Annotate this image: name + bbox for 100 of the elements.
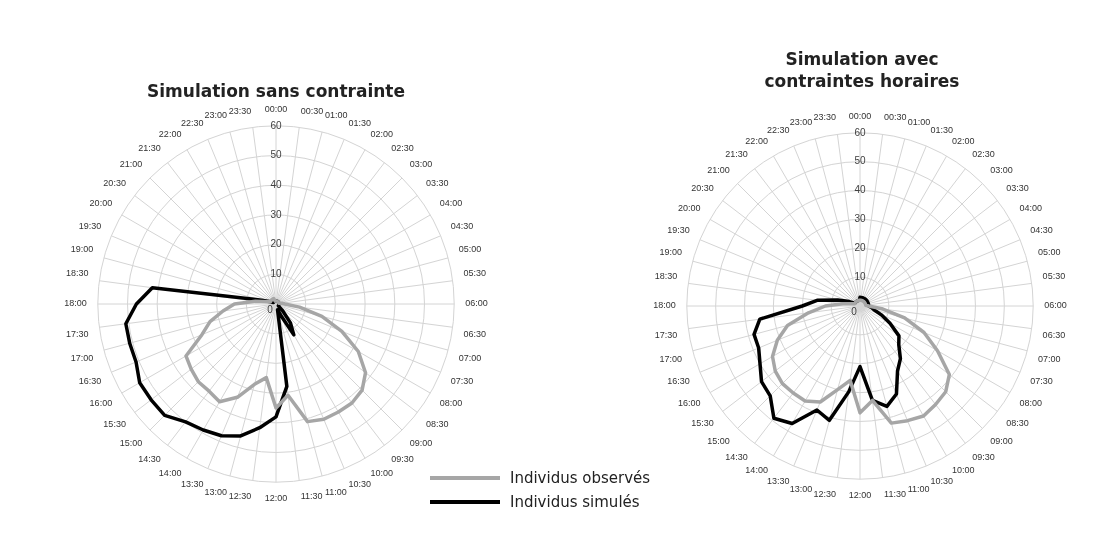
spoke-label: 14:00: [158, 467, 182, 478]
spoke-label: 15:30: [103, 419, 126, 430]
spoke-label: 20:00: [677, 202, 701, 213]
spoke-label: 17:00: [70, 352, 94, 363]
spoke-label: 20:30: [691, 182, 714, 193]
spoke-label: 01:30: [930, 124, 954, 135]
spoke-label: 12:30: [228, 491, 252, 502]
spoke-label: 01:00: [324, 110, 348, 121]
spoke-label: 02:30: [391, 142, 414, 153]
spoke-label: 08:30: [1006, 418, 1029, 429]
chart-title: Simulation avec contraintes horaires: [763, 48, 961, 92]
chart-title: Simulation sans contrainte: [146, 80, 406, 102]
spoke-label: 15:00: [707, 436, 730, 447]
spoke-label: 12:30: [813, 488, 836, 499]
spoke-label: 07:00: [458, 352, 482, 363]
spoke-label: 20:30: [103, 177, 126, 188]
spoke-label: 22:00: [158, 129, 182, 140]
spoke-label: 19:30: [78, 220, 102, 231]
spoke-label: 07:30: [1030, 376, 1053, 387]
spoke-label: 03:00: [990, 164, 1013, 175]
y-tick-label: 20: [270, 238, 282, 250]
spoke-label: 02:30: [972, 148, 995, 159]
spoke-label: 08:00: [439, 398, 463, 409]
spoke-label: 13:30: [766, 476, 790, 487]
spoke-label: 17:00: [659, 353, 683, 364]
spoke-label: 15:00: [119, 437, 143, 448]
spoke-label: 00:00: [848, 110, 872, 121]
y-tick-label: 50: [854, 155, 866, 167]
spoke-label: 23:00: [789, 117, 813, 128]
spoke-label: 20:00: [89, 198, 113, 209]
spoke-label: 14:00: [745, 465, 768, 476]
spoke-label: 13:30: [181, 478, 204, 489]
legend-label: Individus observés: [510, 469, 651, 487]
spoke-label: 17:30: [654, 329, 678, 340]
spoke-label: 18:00: [64, 298, 87, 309]
y-tick-label: 60: [854, 126, 866, 138]
y-tick-label: 10: [270, 268, 282, 280]
spoke-label: 19:00: [659, 247, 683, 258]
spoke-label: 02:00: [952, 135, 975, 146]
spoke-label: 21:30: [138, 142, 161, 153]
spoke-label: 03:00: [409, 159, 433, 170]
spoke-label: 11:30: [300, 491, 323, 502]
spoke-label: 13:00: [204, 486, 228, 497]
spoke-label: 03:30: [1006, 182, 1029, 193]
spoke-label: 15:30: [691, 418, 714, 429]
spoke-label: 21:30: [725, 148, 748, 159]
spoke-label: 19:30: [667, 224, 690, 235]
y-tick-label: 50: [270, 149, 282, 161]
spoke-label: 04:30: [450, 220, 474, 231]
spoke-label: 04:00: [1019, 202, 1043, 213]
y-tick-label: 30: [270, 208, 282, 220]
y-tick-label: 0: [851, 305, 858, 317]
spoke-label: 23:30: [228, 105, 252, 116]
spoke-label: 22:30: [181, 118, 204, 129]
spoke-label: 14:30: [725, 452, 748, 463]
spoke-label: 10:30: [348, 478, 371, 489]
spoke-label: 14:30: [138, 453, 161, 464]
spoke-label: 23:30: [813, 112, 836, 123]
y-tick-label: 20: [854, 242, 866, 254]
y-tick-label: 10: [854, 270, 866, 282]
spoke-label: 16:30: [78, 376, 102, 387]
spoke-label: 12:00: [848, 490, 872, 501]
spoke-label: 16:00: [89, 398, 113, 409]
spoke-label: 22:30: [766, 124, 790, 135]
spoke-label: 09:30: [391, 453, 414, 464]
spoke-label: 09:00: [990, 436, 1013, 447]
spoke-label: 01:00: [907, 117, 931, 128]
spoke-label: 09:30: [972, 452, 995, 463]
spoke-label: 11:00: [324, 486, 347, 497]
spoke-label: 07:30: [450, 376, 474, 387]
y-tick-label: 40: [270, 178, 282, 190]
spoke-label: 12:00: [264, 493, 288, 504]
spoke-label: 05:30: [463, 268, 487, 279]
y-tick-label: 0: [267, 303, 274, 315]
spoke-label: 09:00: [409, 437, 433, 448]
spoke-label: 00:30: [884, 112, 907, 123]
spoke-label: 02:00: [370, 129, 394, 140]
spoke-label: 10:30: [930, 476, 954, 487]
spoke-label: 21:00: [119, 159, 143, 170]
y-tick-label: 30: [854, 213, 866, 225]
spoke-label: 04:00: [439, 198, 463, 209]
spoke-label: 11:30: [884, 488, 906, 499]
spoke-label: 05:00: [458, 244, 482, 255]
spoke-label: 11:00: [907, 483, 930, 494]
spoke-label: 06:30: [1042, 329, 1066, 340]
spoke-label: 08:30: [426, 419, 449, 430]
spoke-label: 21:00: [707, 164, 730, 175]
spoke-label: 18:30: [65, 268, 89, 279]
spoke-label: 13:00: [789, 483, 813, 494]
y-tick-label: 40: [854, 184, 866, 196]
spoke-label: 19:00: [70, 244, 94, 255]
spoke-label: 01:30: [348, 118, 371, 129]
spoke-label: 18:30: [654, 271, 678, 282]
spoke-label: 00:00: [264, 103, 288, 114]
spoke-label: 07:00: [1037, 353, 1061, 364]
spoke-label: 05:00: [1037, 247, 1061, 258]
spoke-label: 06:30: [463, 328, 487, 339]
spoke-label: 16:30: [667, 376, 690, 387]
spoke-label: 06:00: [1044, 300, 1067, 311]
spoke-label: 10:00: [952, 465, 975, 476]
